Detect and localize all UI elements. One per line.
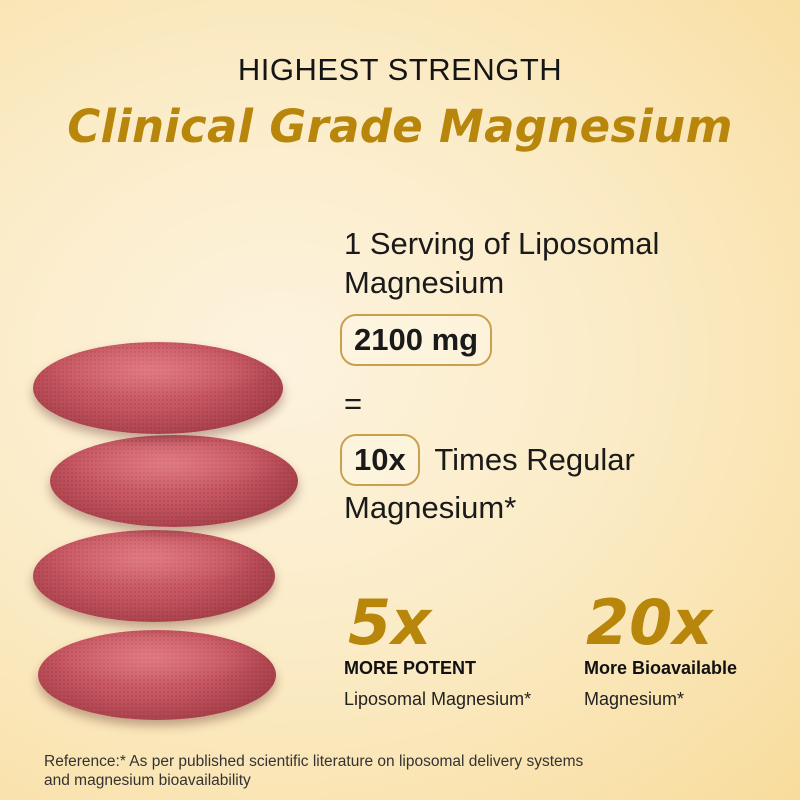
stat-value: 5x <box>348 586 432 659</box>
stat-desc: Magnesium* <box>584 689 685 709</box>
amount-badge: 2100 mg <box>340 314 493 366</box>
reference-line-2: and magnesium bioavailability <box>44 772 251 789</box>
reference-line-1: Reference:* As per published scientific … <box>44 753 584 770</box>
stat-label: MORE POTENT <box>344 658 477 678</box>
comparison-line-2: Magnesium* <box>344 490 517 525</box>
kicker-heading: HIGHEST STRENGTH <box>237 52 563 87</box>
multiplier-badge: 10x <box>340 434 420 486</box>
stat-value: 20x <box>586 586 713 659</box>
tablet <box>33 342 283 434</box>
stat-label: More Bioavailable <box>584 658 738 678</box>
stat-potency: 5x MORE POTENT Liposomal Magnesium* <box>344 586 531 710</box>
tablet <box>50 435 298 527</box>
page-title: Clinical Grade Magnesium <box>67 100 733 153</box>
equals-sign: = <box>344 386 363 421</box>
serving-line-2: Magnesium <box>344 265 505 300</box>
tablet <box>33 530 275 622</box>
tablet <box>38 630 276 720</box>
reference-note: Reference:* As per published scientific … <box>44 752 744 790</box>
serving-line-1: 1 Serving of Liposomal <box>344 226 660 261</box>
stat-desc: Liposomal Magnesium* <box>344 689 532 709</box>
stat-bioavailability: 20x More Bioavailable Magnesium* <box>584 586 738 710</box>
tablet-stack-image <box>0 300 320 730</box>
comparison-line-1: Times Regular <box>434 442 635 477</box>
